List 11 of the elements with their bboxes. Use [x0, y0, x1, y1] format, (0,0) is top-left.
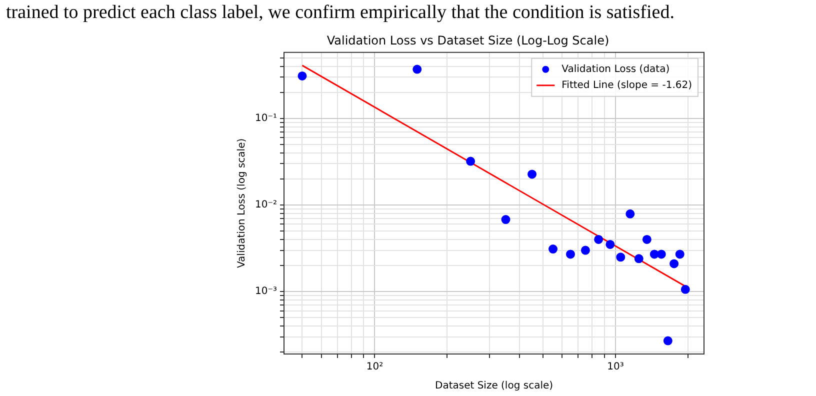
x-axis-title: Dataset Size (log scale): [434, 380, 554, 392]
y-tick-label: 10⁻²: [254, 200, 278, 211]
y-tick-label: 10⁻¹: [254, 113, 278, 124]
y-axis-title: Validation Loss (log scale): [236, 138, 248, 268]
legend-label: Validation Loss (data): [562, 64, 670, 75]
text: trained to predict each class label, we confirm empirically that the condition is satisfied.: [6, 2, 674, 24]
x-tick-label: 10³: [607, 362, 624, 373]
legend-label: Fitted Line (slope = -1.62): [562, 80, 692, 91]
x-tick-label: 10²: [366, 362, 384, 373]
y-tick-label: 10⁻³: [254, 286, 278, 298]
chart-title: Validation Loss vs Dataset Size (Log-Log Scale): [326, 33, 610, 48]
